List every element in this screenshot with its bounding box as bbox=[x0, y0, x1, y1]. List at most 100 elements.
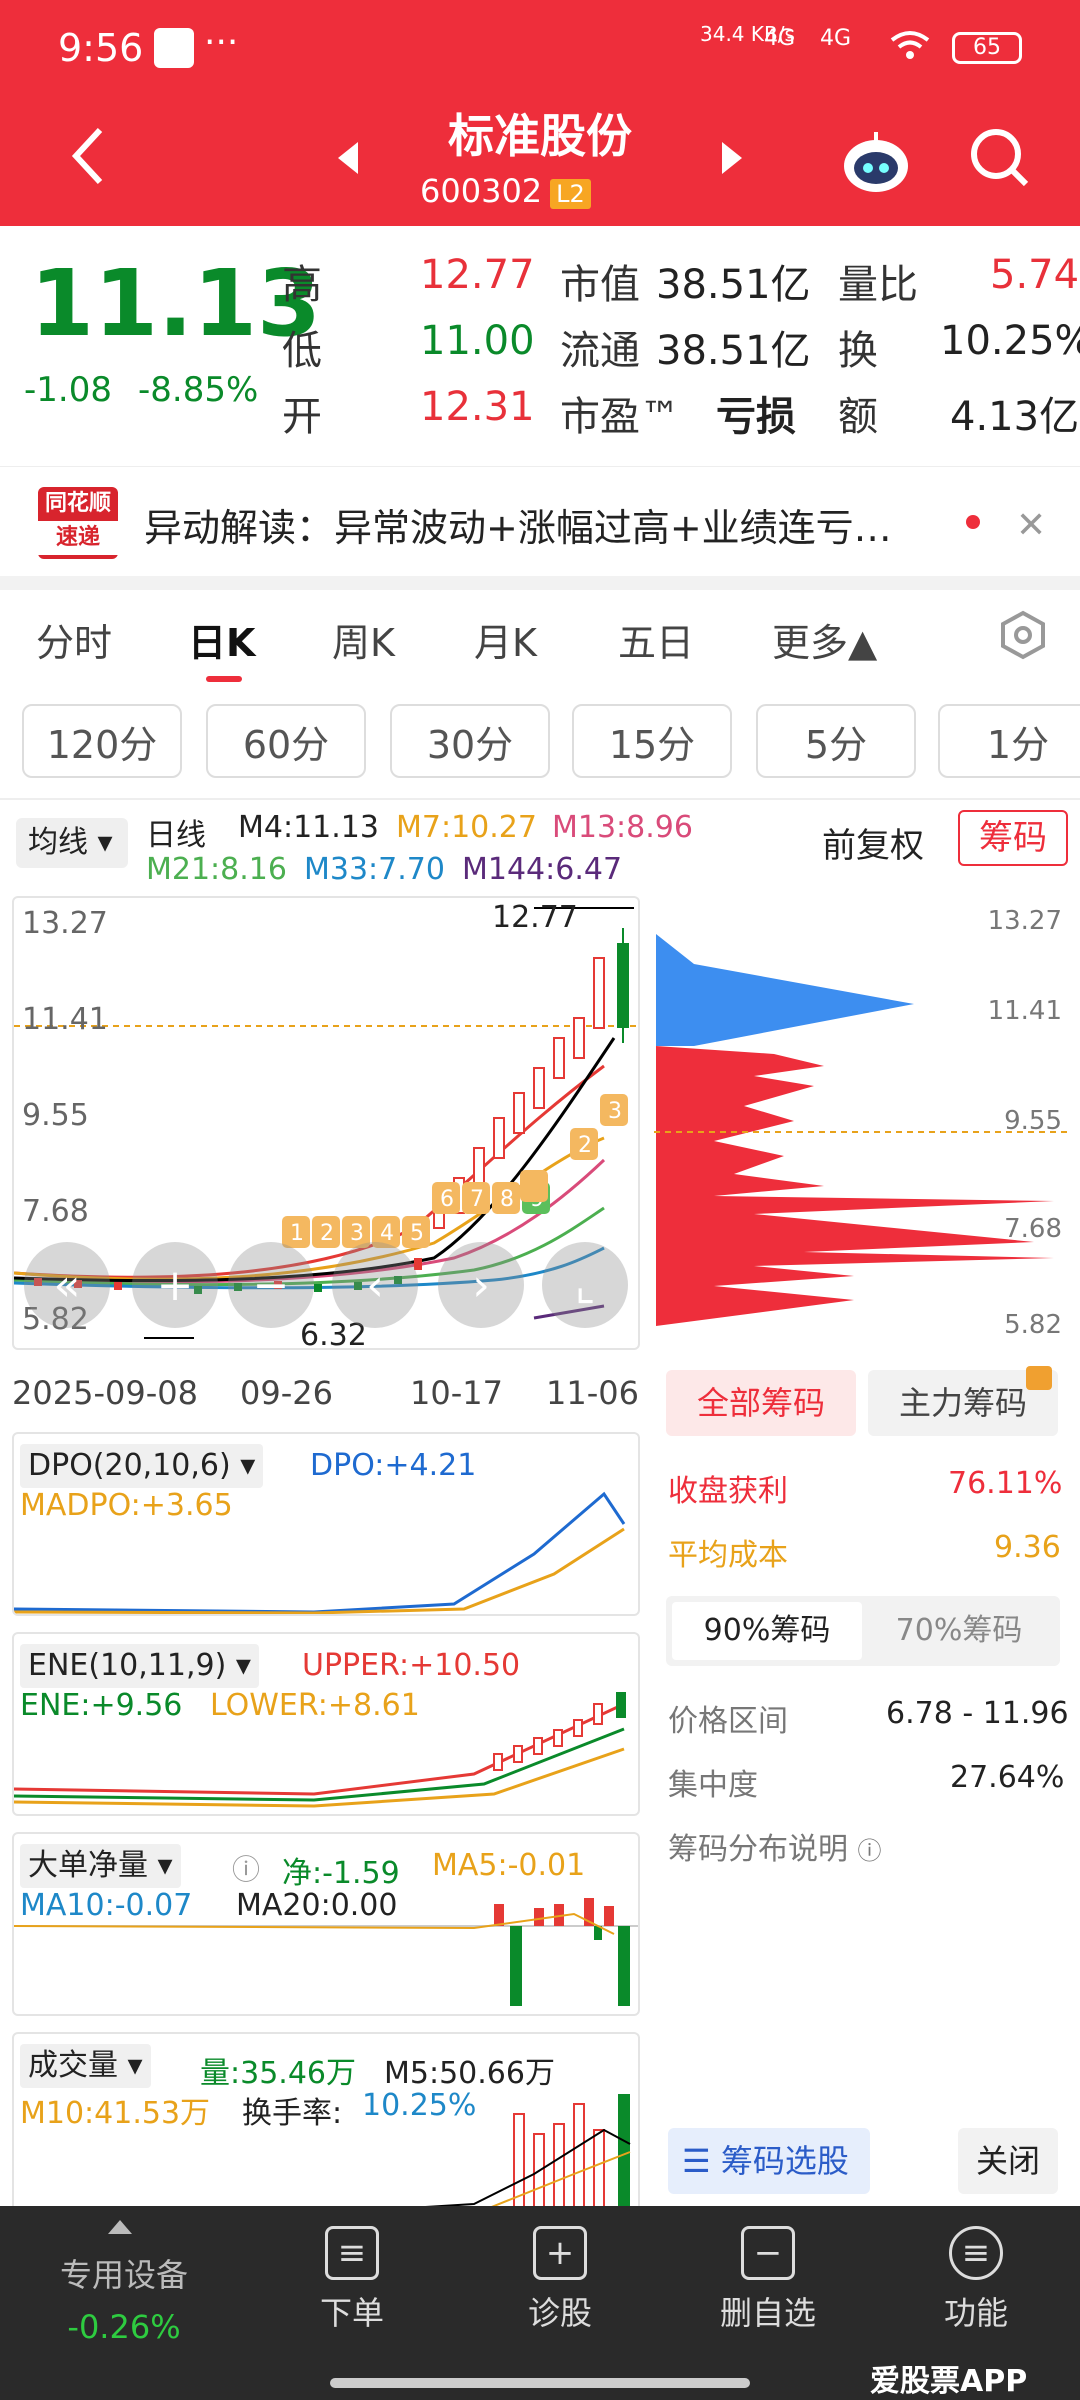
open-value: 12.31 bbox=[420, 384, 535, 430]
search-icon[interactable] bbox=[968, 126, 1032, 190]
tab-five-day[interactable]: 五日 bbox=[618, 621, 695, 665]
svg-text:4: 4 bbox=[380, 1221, 394, 1246]
mcap-label: 市值 bbox=[560, 262, 640, 308]
functions-button[interactable]: ≡ 功能 bbox=[896, 2226, 1056, 2334]
price-range-label: 价格区间 bbox=[668, 1704, 788, 1739]
volume-indicator[interactable]: 成交量 ▾ 量:35.46万 M5:50.66万 M10:41.53万 换手率:… bbox=[12, 2032, 640, 2216]
tab-active-indicator bbox=[206, 676, 242, 682]
sector-change: -0.26% bbox=[67, 2308, 181, 2346]
chip-close-button[interactable]: 关闭 bbox=[958, 2128, 1058, 2194]
kline-type: 日线 bbox=[146, 818, 206, 853]
news-banner[interactable]: 同花顺 速递 异动解读：异常波动+涨幅过高+业绩连亏… ✕ bbox=[0, 466, 1080, 576]
kline-y-label-4: 7.68 bbox=[22, 1194, 89, 1229]
kline-chart[interactable]: 1 2 3 4 5 6 7 8 9 2 3 13.27 11.41 9.55 7… bbox=[12, 896, 640, 1350]
tab-daily-k[interactable]: 日K bbox=[188, 621, 256, 665]
chip-distribution-chart: 13.27 11.41 9.55 7.68 5.82 bbox=[654, 896, 1070, 1350]
period-60min[interactable]: 60分 bbox=[206, 704, 366, 778]
zoom-in-icon[interactable]: + bbox=[132, 1242, 218, 1328]
diagnose-button[interactable]: + 诊股 bbox=[480, 2226, 640, 2334]
kline-y-label-5: 5.82 bbox=[22, 1302, 89, 1337]
watermark-text: 爱股票APP bbox=[870, 2364, 1028, 2399]
open-label: 开 bbox=[282, 394, 322, 440]
ene-selector[interactable]: ENE(10,11,9) ▾ bbox=[20, 1644, 259, 1688]
tab-weekly-k[interactable]: 周K bbox=[332, 621, 395, 665]
ma7-value: M7:10.27 bbox=[396, 810, 537, 845]
ene-chart bbox=[14, 1692, 626, 1808]
big-order-ma5: MA5:-0.01 bbox=[432, 1848, 586, 1883]
bottom-toolbar: 专用设备 -0.26% ≡ 下单 + 诊股 − 删自选 ≡ 功能 爱股票APP bbox=[0, 2206, 1080, 2400]
period-5min[interactable]: 5分 bbox=[756, 704, 916, 778]
next-stock-icon[interactable] bbox=[718, 140, 746, 176]
order-button[interactable]: ≡ 下单 bbox=[272, 2226, 432, 2334]
amount-label: 额 bbox=[838, 394, 878, 440]
lock-icon bbox=[1026, 1366, 1052, 1390]
status-more-dots: ··· bbox=[204, 22, 239, 63]
tab-more[interactable]: 更多▲ bbox=[772, 621, 878, 665]
profit-label: 收盘获利 bbox=[668, 1474, 788, 1509]
sector-name[interactable]: 专用设备 bbox=[59, 2256, 188, 2294]
tab-90-percent[interactable]: 90%筹码 bbox=[672, 1602, 862, 1660]
scroll-left-icon[interactable]: ‹ bbox=[332, 1242, 418, 1328]
ma4-value: M4:11.13 bbox=[238, 810, 379, 845]
date-label-3: 10-17 bbox=[410, 1374, 503, 1412]
fullscreen-icon[interactable]: ⌞ bbox=[542, 1242, 628, 1328]
big-order-selector[interactable]: 大单净量 ▾ bbox=[20, 1844, 181, 1888]
tab-all-chips[interactable]: 全部筹码 bbox=[666, 1370, 856, 1436]
chip-explain-text: 筹码分布说明 bbox=[668, 1832, 848, 1867]
remove-watchlist-button[interactable]: − 删自选 bbox=[688, 2226, 848, 2334]
menu-circle-icon: ≡ bbox=[949, 2226, 1003, 2280]
robot-assistant-icon[interactable] bbox=[836, 128, 916, 198]
float-value: 38.51亿 bbox=[656, 328, 811, 374]
diagnose-label: 诊股 bbox=[527, 2294, 592, 2332]
back-arrow-icon[interactable] bbox=[68, 126, 108, 186]
prev-stock-icon[interactable] bbox=[334, 140, 362, 176]
zoom-out-icon[interactable]: − bbox=[228, 1242, 314, 1328]
expand-up-icon[interactable] bbox=[108, 2220, 132, 2234]
tab-monthly-k[interactable]: 月K bbox=[474, 621, 537, 665]
dpo-indicator[interactable]: DPO(20,10,6) ▾ DPO:+4.21 MADPO:+3.65 bbox=[12, 1432, 640, 1616]
ene-name: ENE(10,11,9) bbox=[28, 1648, 227, 1683]
kline-svg: 1 2 3 4 5 6 7 8 9 2 3 bbox=[14, 907, 638, 1339]
chip-toggle-button[interactable]: 筹码 bbox=[958, 810, 1068, 866]
chip-stock-select-button[interactable]: ☰ 筹码选股 bbox=[668, 2128, 870, 2194]
ma-selector[interactable]: 均线 ▾ bbox=[16, 818, 128, 868]
zoom-fastback-icon[interactable]: « bbox=[24, 1242, 110, 1328]
tab-intraday[interactable]: 分时 bbox=[36, 621, 113, 665]
signal-4g-2: 4G bbox=[820, 26, 852, 51]
period-30min[interactable]: 30分 bbox=[390, 704, 550, 778]
dpo-selector[interactable]: DPO(20,10,6) ▾ bbox=[20, 1444, 264, 1488]
high-label: 高 bbox=[282, 262, 322, 308]
remove-watchlist-label: 删自选 bbox=[719, 2294, 816, 2332]
big-order-indicator[interactable]: 大单净量 ▾ ⓘ 净:-1.59 MA5:-0.01 MA10:-0.07 MA… bbox=[12, 1832, 640, 2016]
network-speed: 34.4 KB/s bbox=[700, 22, 795, 46]
svg-text:3: 3 bbox=[608, 1099, 622, 1124]
period-15min[interactable]: 15分 bbox=[572, 704, 732, 778]
dpo-chart bbox=[14, 1491, 626, 1614]
turnover-value: 10.25% bbox=[940, 318, 1080, 364]
period-120min[interactable]: 120分 bbox=[22, 704, 182, 778]
avg-cost-value: 9.36 bbox=[994, 1530, 1061, 1565]
price-range-value: 6.78 - 11.96 bbox=[886, 1696, 1069, 1731]
scroll-right-icon[interactable]: › bbox=[438, 1242, 524, 1328]
home-indicator bbox=[330, 2378, 750, 2388]
close-icon[interactable]: ✕ bbox=[1016, 505, 1047, 546]
ene-indicator[interactable]: ENE(10,11,9) ▾ UPPER:+10.50 ENE:+9.56 LO… bbox=[12, 1632, 640, 1816]
big-order-help-icon[interactable]: ⓘ bbox=[232, 1853, 261, 1886]
madpo-value: MADPO:+3.65 bbox=[20, 1488, 233, 1523]
news-logo-top: 同花顺 bbox=[44, 491, 111, 516]
ene-value: ENE:+9.56 bbox=[20, 1688, 183, 1723]
chip-explain-link[interactable]: 筹码分布说明 ⓘ bbox=[668, 1824, 882, 1868]
kline-max-label: 12.77 bbox=[492, 900, 578, 935]
tab-70-percent[interactable]: 70%筹码 bbox=[895, 1613, 1023, 1648]
adjust-mode[interactable]: 前复权 bbox=[822, 826, 924, 866]
volume-selector[interactable]: 成交量 ▾ bbox=[20, 2044, 151, 2088]
settings-hex-icon[interactable] bbox=[998, 610, 1048, 660]
big-order-chart bbox=[14, 1898, 638, 2006]
chip-svg bbox=[654, 934, 1070, 1326]
ma-selector-label: 均线 bbox=[28, 825, 88, 860]
volume-turn-value: 10.25% bbox=[362, 2088, 477, 2123]
svg-text:2: 2 bbox=[320, 1221, 334, 1246]
pe-value: 亏损 bbox=[716, 394, 796, 440]
period-1min[interactable]: 1分 bbox=[938, 704, 1080, 778]
price-change: -1.08 bbox=[24, 370, 112, 410]
